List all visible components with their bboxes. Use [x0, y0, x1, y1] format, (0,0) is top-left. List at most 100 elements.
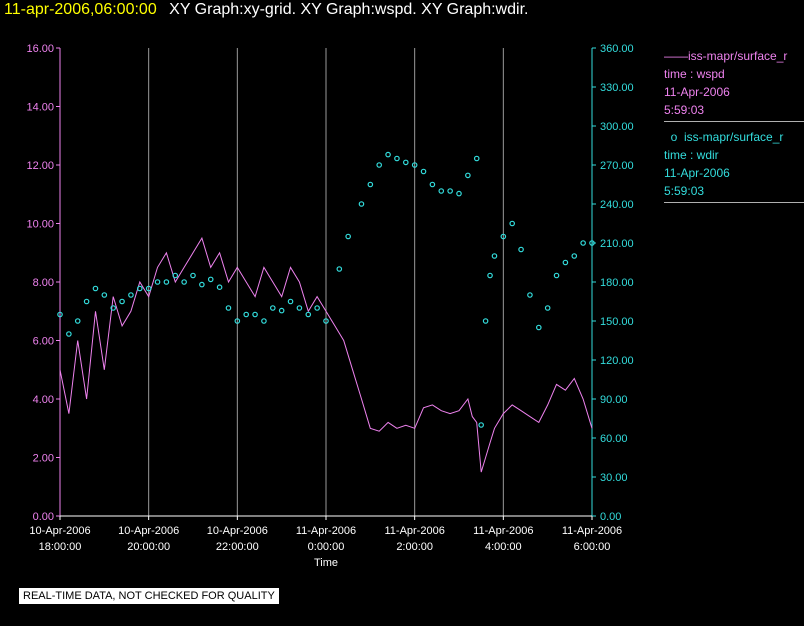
data-point-wdir	[305, 311, 312, 318]
x-tick-time: 4:00:00	[485, 541, 522, 553]
x-tick-date: 11-Apr-2006	[562, 525, 622, 537]
legend-series-date: 11-Apr-2006	[664, 85, 730, 99]
x-tick-time: 18:00:00	[39, 541, 82, 553]
x-tick-date: 11-Apr-2006	[473, 525, 533, 537]
x-tick-date: 10-Apr-2006	[118, 525, 179, 537]
data-point-wdir	[234, 318, 241, 324]
data-point-wdir	[411, 162, 418, 168]
data-point-wdir	[367, 181, 374, 188]
data-point-wdir	[57, 311, 63, 318]
x-tick-date: 10-Apr-2006	[29, 525, 90, 537]
data-point-wdir	[225, 305, 232, 311]
data-point-wdir	[429, 181, 436, 188]
x-tick-date: 11-Apr-2006	[384, 525, 444, 537]
data-point-wdir	[376, 162, 383, 168]
data-point-wdir	[323, 318, 329, 324]
data-point-wdir	[500, 233, 507, 240]
legend-series-time: 5:59:03	[664, 103, 705, 117]
y-right-tick-label: 120.00	[600, 355, 634, 367]
timestamp: 11-apr-2006,06:00:00	[4, 1, 157, 18]
data-point-wdir	[527, 292, 533, 298]
legend-entry-wdir: ᴏ iss-mapr/surface_r time : wdir 11-Apr-…	[664, 128, 804, 203]
data-point-wdir	[465, 172, 471, 179]
data-point-wdir	[287, 298, 294, 305]
quality-notice: REAL-TIME DATA, NOT CHECKED FOR QUALITY	[19, 588, 279, 604]
y-right-tick-label: 90.00	[600, 394, 628, 406]
legend-circle-icon: ᴏ	[664, 130, 685, 144]
y-left-tick-label: 4.00	[33, 394, 54, 406]
y-left-tick-label: 2.00	[33, 453, 54, 465]
data-point-wdir	[252, 311, 258, 318]
y-left-tick-label: 14.00	[26, 102, 54, 114]
y-right-tick-label: 180.00	[600, 277, 634, 289]
data-point-wdir	[473, 155, 480, 162]
x-tick-date: 10-Apr-2006	[207, 525, 268, 537]
data-point-wdir	[172, 272, 179, 279]
data-point-wdir	[518, 246, 524, 253]
data-point-wdir	[580, 240, 586, 246]
y-left-tick-label: 8.00	[33, 277, 54, 289]
data-point-wdir	[345, 233, 351, 240]
data-point-wdir	[438, 188, 445, 194]
data-point-wdir	[92, 285, 99, 292]
y-right-tick-label: 240.00	[600, 199, 634, 211]
legend: —— iss-mapr/surface_r time : wspd 11-Apr-…	[664, 47, 804, 209]
x-tick-time: 2:00:00	[396, 541, 433, 553]
data-point-wdir	[145, 285, 152, 292]
data-point-wdir	[296, 305, 303, 311]
data-point-wdir	[420, 168, 427, 175]
y-left-tick-label: 0.00	[33, 511, 54, 523]
data-point-wdir	[128, 292, 134, 298]
data-point-wdir	[207, 276, 214, 283]
data-point-wdir	[491, 253, 498, 259]
data-point-wdir	[482, 318, 489, 324]
legend-line-icon: ——	[664, 49, 688, 63]
data-point-wdir	[137, 285, 143, 292]
data-point-wdir	[101, 292, 108, 298]
data-point-wdir	[553, 272, 560, 279]
legend-series-var: time : wspd	[664, 67, 725, 81]
y-right-tick-label: 210.00	[600, 238, 634, 250]
x-tick-date: 11-Apr-2006	[296, 525, 356, 537]
y-right-tick-label: 270.00	[600, 160, 634, 172]
data-point-wdir	[83, 298, 90, 305]
y-right-tick-label: 60.00	[600, 433, 628, 445]
data-point-wdir	[562, 259, 569, 266]
data-point-wdir	[456, 190, 462, 197]
data-point-wdir	[544, 305, 551, 311]
data-point-wdir	[190, 272, 196, 279]
data-point-wdir	[269, 305, 276, 311]
data-point-wdir	[110, 305, 117, 311]
data-point-wdir	[199, 281, 205, 288]
data-point-wdir	[181, 279, 187, 285]
data-point-wdir	[66, 331, 72, 337]
graph-titles: XY Graph:xy-grid. XY Graph:wspd. XY Grap…	[169, 1, 529, 18]
data-point-wdir	[385, 151, 391, 158]
series-line-wspd	[59, 236, 593, 473]
legend-series-name: iss-mapr/surface_r	[684, 130, 784, 144]
y-right-tick-label: 330.00	[600, 82, 634, 94]
data-point-wdir	[243, 311, 250, 318]
x-tick-time: 20:00:00	[127, 541, 170, 553]
y-left-tick-label: 6.00	[33, 336, 54, 348]
y-right-tick-label: 360.00	[600, 43, 634, 55]
data-point-wdir	[394, 155, 400, 162]
data-point-wdir	[216, 284, 223, 291]
data-point-wdir	[261, 318, 267, 324]
data-point-wdir	[74, 318, 81, 324]
data-point-wdir	[154, 279, 161, 285]
y-right-tick-label: 300.00	[600, 121, 634, 133]
data-point-wdir	[163, 279, 170, 285]
x-tick-time: 22:00:00	[216, 541, 259, 553]
x-tick-time: 0:00:00	[308, 541, 345, 553]
y-left-tick-label: 16.00	[26, 43, 54, 55]
data-point-wdir	[278, 307, 285, 314]
data-point-wdir	[402, 159, 409, 166]
data-point-wdir	[487, 272, 493, 279]
data-point-wdir	[358, 201, 365, 207]
data-point-wdir	[571, 253, 578, 259]
data-point-wdir	[478, 422, 484, 428]
data-point-wdir	[314, 305, 320, 311]
data-point-wdir	[509, 220, 516, 227]
